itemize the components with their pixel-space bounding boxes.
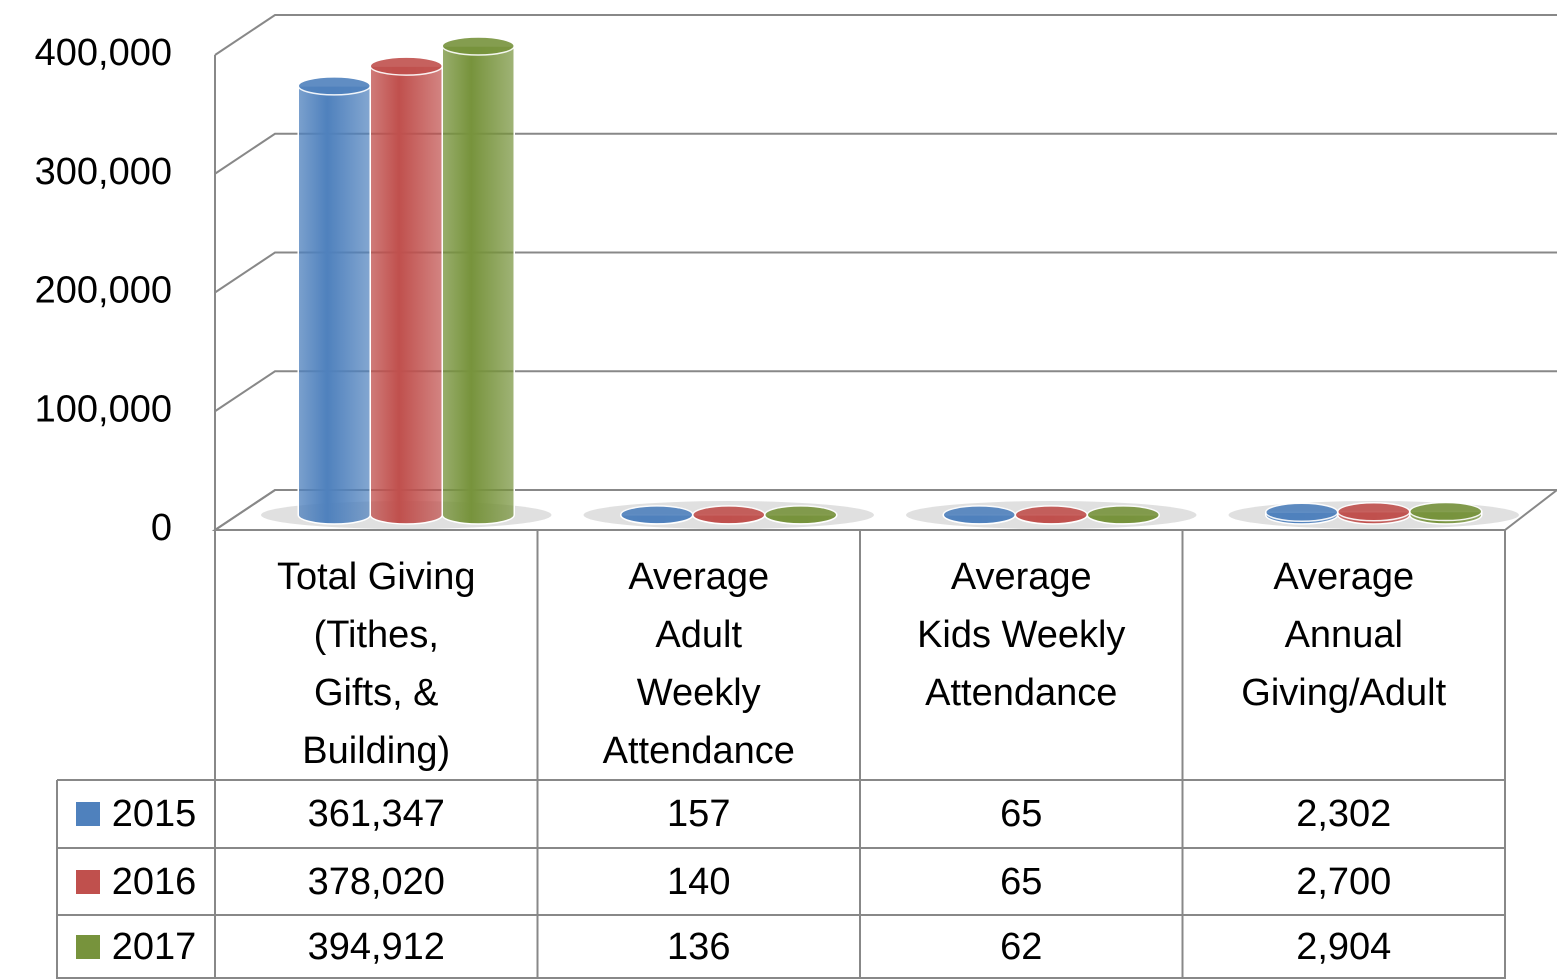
y-tick-label: 0 [151, 507, 172, 549]
y-tick-label: 300,000 [35, 151, 172, 193]
value-label: 2,700 [1296, 860, 1392, 903]
cylinder [1265, 502, 1339, 525]
legend-cell: 2016 [57, 848, 215, 915]
y-tick-label: 100,000 [35, 388, 172, 430]
cylinder [692, 505, 766, 525]
cylinder-top [764, 505, 838, 525]
legend-swatch [75, 869, 100, 894]
value-label: 2,904 [1296, 926, 1392, 968]
cylinder-top [441, 36, 515, 56]
legend-label: 2016 [111, 860, 197, 903]
y-tick-label: 400,000 [35, 32, 172, 74]
legend-cell: 2015 [57, 780, 215, 848]
category-label: Average Adult Weekly Attendance [602, 556, 795, 772]
value-label: 378,020 [307, 860, 445, 903]
legend-cell: 2017 [57, 915, 215, 979]
cylinder-top [369, 56, 443, 76]
cylinder-body [369, 65, 443, 525]
cylinder-top [942, 505, 1016, 525]
cylinder [1409, 501, 1483, 525]
grid-line [214, 370, 1557, 413]
cylinder-top [297, 76, 371, 96]
grid-line [214, 251, 1557, 294]
category-label: Average Annual Giving/Adult [1241, 556, 1447, 714]
cylinder-top [1014, 505, 1088, 525]
cylinder-top [692, 505, 766, 525]
cylinder-top [1086, 505, 1160, 525]
cylinder [297, 76, 371, 525]
legend-label: 2015 [111, 793, 197, 835]
cylinder [441, 36, 515, 525]
cylinder [1014, 505, 1088, 525]
cylinder-body [441, 45, 515, 525]
legend-label: 2017 [111, 926, 197, 968]
legend-swatch [75, 935, 100, 959]
value-label: 361,347 [307, 793, 445, 835]
value-label: 65 [1000, 793, 1043, 835]
cylinder-top [620, 505, 694, 525]
value-label: 62 [1000, 926, 1043, 968]
cylinder [1337, 502, 1411, 525]
category-label: Average Kids Weekly Attendance [917, 556, 1126, 714]
value-label: 394,912 [307, 926, 445, 968]
value-label: 2,302 [1296, 793, 1392, 835]
cylinder [1086, 505, 1160, 525]
value-label: 65 [1000, 860, 1043, 903]
value-label: 136 [667, 926, 731, 968]
cylinder [369, 56, 443, 525]
y-tick-label: 200,000 [35, 270, 172, 312]
value-label: 140 [667, 860, 731, 903]
cylinder-top [1337, 502, 1411, 522]
category-label: Total Giving (Tithes, Gifts, & Building) [276, 556, 476, 772]
cylinder-top [1265, 502, 1339, 523]
value-label: 157 [667, 793, 731, 835]
grid-line [214, 489, 1557, 531]
cylinder [764, 505, 838, 525]
cylinder [620, 505, 694, 525]
legend-swatch [75, 802, 100, 826]
cylinder [942, 505, 1016, 525]
grid-line [214, 14, 1557, 56]
cylinder-top [1409, 501, 1483, 522]
grid-line [214, 132, 1557, 175]
cylinder-body [297, 85, 371, 525]
